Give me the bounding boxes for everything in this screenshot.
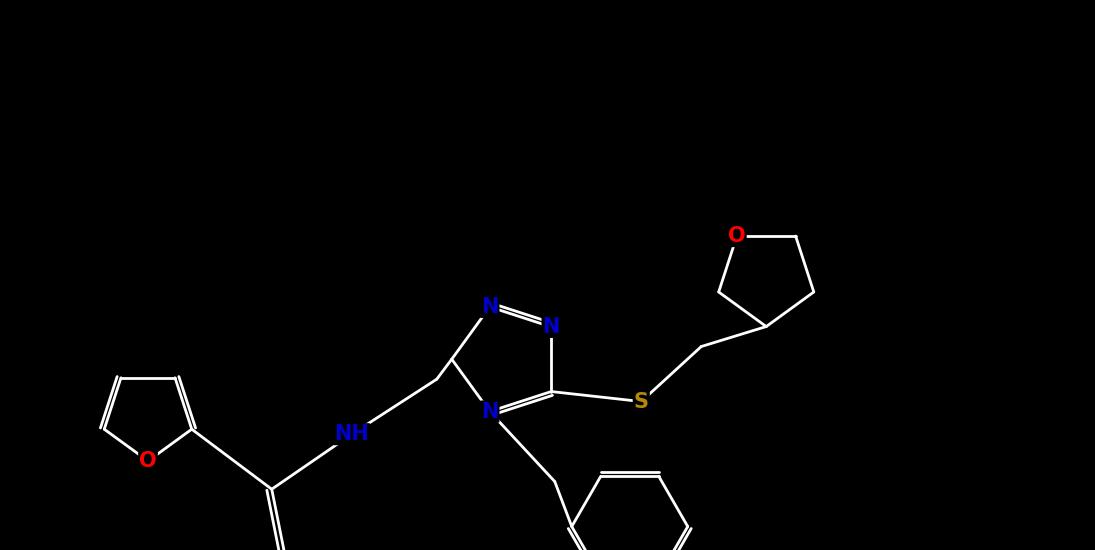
Text: N: N (542, 317, 560, 337)
Text: N: N (481, 297, 498, 317)
Text: O: O (728, 226, 746, 246)
Text: N: N (481, 402, 498, 421)
Text: O: O (139, 451, 157, 471)
Text: NH: NH (334, 424, 369, 444)
Text: S: S (634, 392, 648, 411)
